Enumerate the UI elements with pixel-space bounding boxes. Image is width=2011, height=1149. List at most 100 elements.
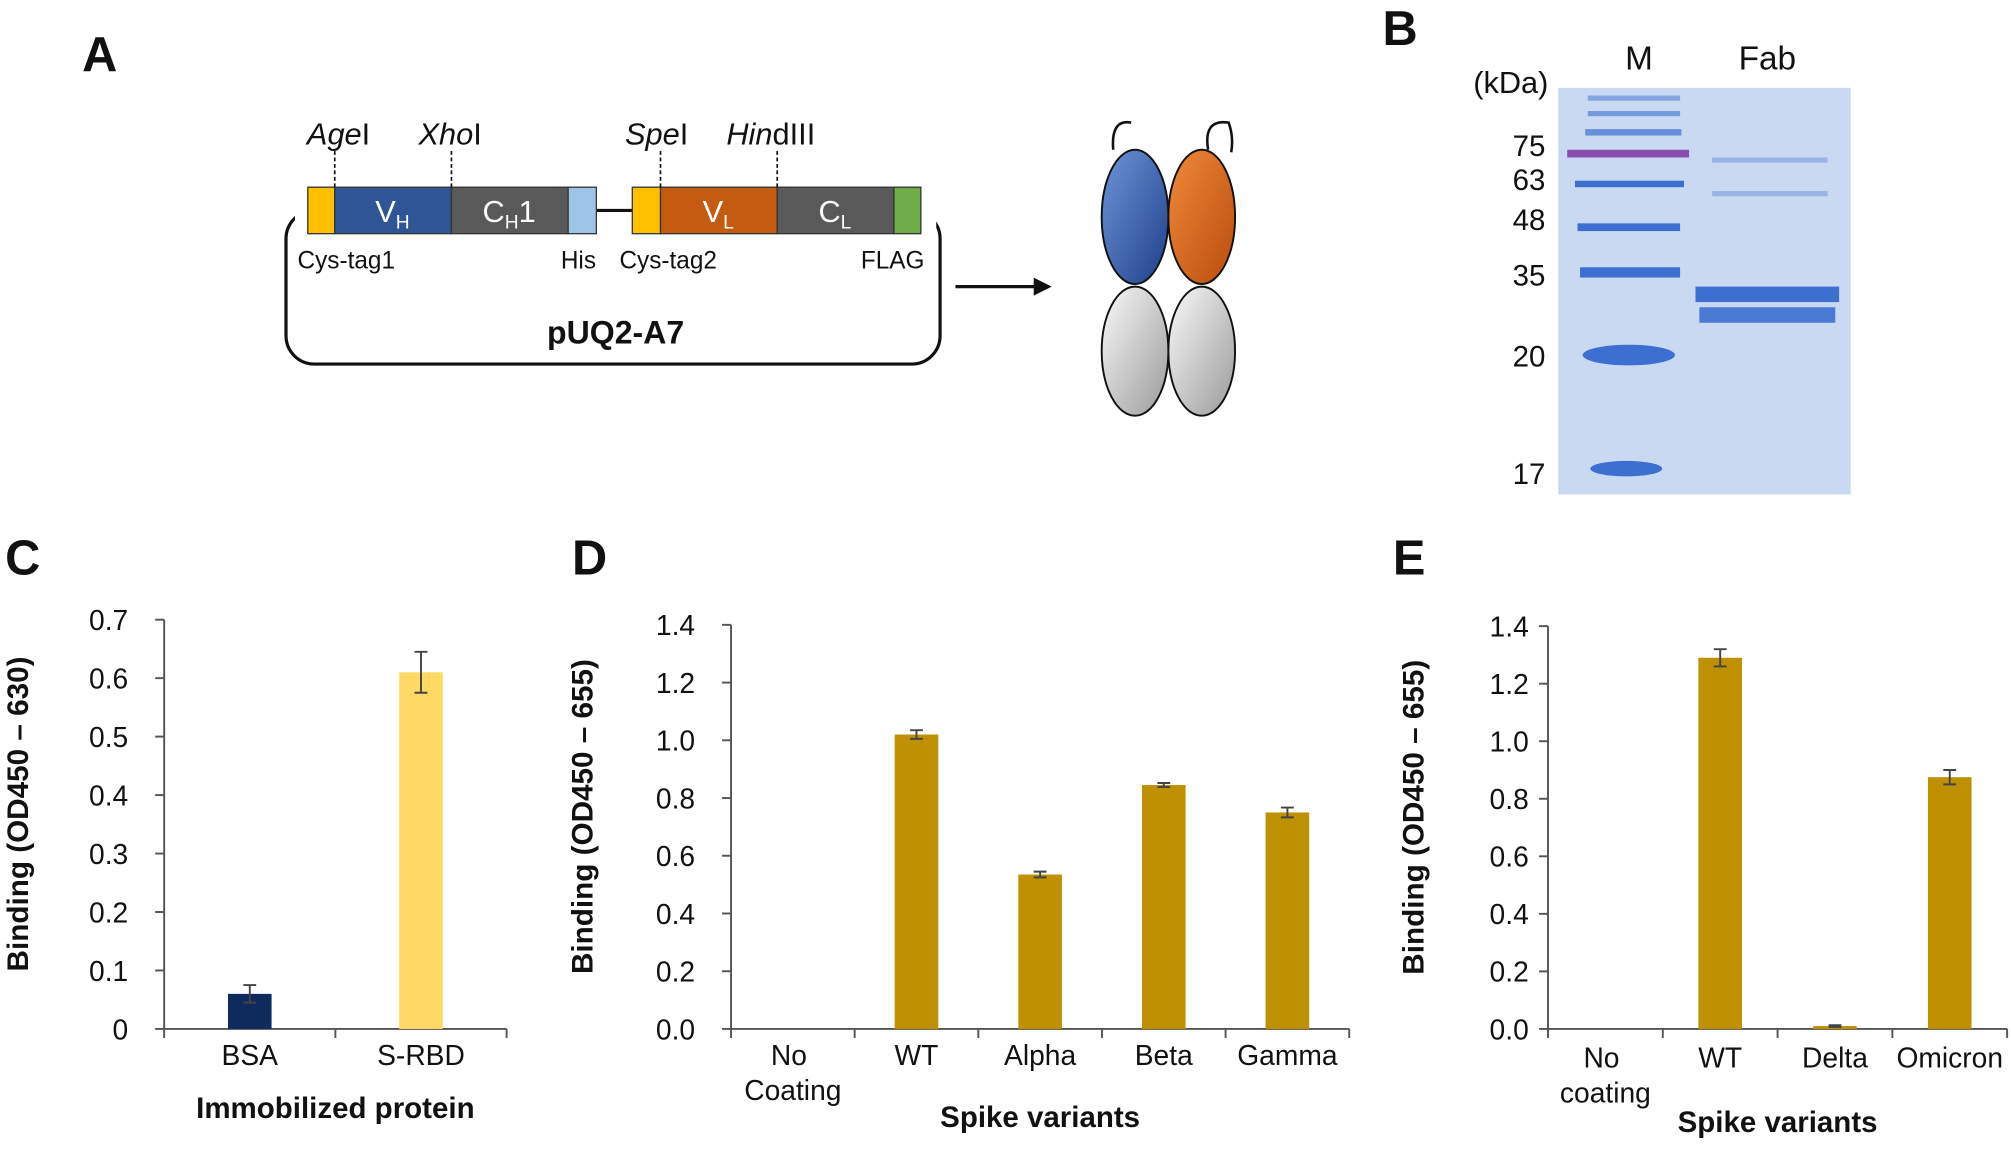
construct-diagram: AgeI XhoI SpeI HindIII VH CH1 VL CL Cys-… bbox=[284, 117, 1237, 417]
hinge bbox=[1111, 120, 1132, 150]
y-axis-label: Binding (OD450 – 630) bbox=[2, 656, 35, 971]
y-tick-label: 0.3 bbox=[89, 838, 128, 870]
y-tick-label: 1.0 bbox=[656, 725, 695, 757]
y-tick-label: 0.7 bbox=[89, 604, 128, 636]
panel-label: C bbox=[5, 531, 40, 585]
x-tick-label: S-RBD bbox=[377, 1039, 465, 1071]
marker-label: 48 bbox=[1513, 204, 1546, 237]
site-label: SpeI bbox=[625, 117, 688, 152]
band bbox=[1577, 223, 1681, 232]
panel-label: E bbox=[1393, 531, 1426, 585]
y-tick-label: 0.8 bbox=[656, 782, 695, 814]
marker-label: 63 bbox=[1513, 164, 1546, 197]
y-tick-label: 0.5 bbox=[89, 721, 128, 753]
y-tick-label: 0.6 bbox=[1490, 841, 1529, 873]
x-axis-label: Spike variants bbox=[1678, 1106, 1878, 1139]
bar bbox=[894, 734, 939, 1029]
band bbox=[1585, 129, 1682, 136]
his-tag bbox=[567, 186, 598, 235]
bar bbox=[1018, 874, 1062, 1029]
unit-label: (kDa) bbox=[1473, 65, 1548, 100]
x-tick-label: WT bbox=[895, 1039, 939, 1071]
arrow-head bbox=[1033, 277, 1052, 296]
bar bbox=[1265, 812, 1310, 1029]
error-bar bbox=[243, 984, 257, 1004]
y-tick-label: 0.4 bbox=[1490, 898, 1529, 930]
y-tick-label: 0.6 bbox=[89, 662, 128, 694]
x-axis-label: Spike variants bbox=[940, 1101, 1140, 1134]
bar bbox=[1698, 657, 1742, 1029]
error-bar bbox=[414, 650, 428, 694]
band bbox=[1587, 111, 1681, 117]
segment-label: CH1 bbox=[483, 194, 536, 234]
panel-label: B bbox=[1383, 2, 1418, 56]
y-tick-label: 0 bbox=[113, 1013, 129, 1045]
fab-cartoon bbox=[1100, 120, 1237, 417]
y-tick-label: 0.4 bbox=[89, 779, 128, 811]
error-bar bbox=[1828, 1024, 1842, 1028]
band bbox=[1590, 460, 1663, 477]
gel: (kDa) M Fab 75 63 48 35 20 17 bbox=[1473, 41, 1851, 495]
y-tick-label: 0.0 bbox=[1490, 1013, 1529, 1045]
site-label: XhoI bbox=[418, 117, 482, 152]
y-tick-label: 1.4 bbox=[1490, 610, 1529, 642]
bar bbox=[1141, 785, 1186, 1029]
y-tick-label: 1.2 bbox=[1490, 668, 1529, 700]
marker-label: 75 bbox=[1513, 130, 1546, 163]
tag-label: FLAG bbox=[861, 247, 925, 274]
band bbox=[1567, 149, 1690, 158]
vh-segment bbox=[334, 186, 453, 235]
x-tick-label: Omicron bbox=[1896, 1042, 2003, 1074]
y-tick-label: 0.2 bbox=[89, 896, 128, 928]
y-tick-label: 0.2 bbox=[1490, 956, 1529, 988]
y-tick-label: 1.0 bbox=[1490, 725, 1529, 757]
lane-label: Fab bbox=[1739, 41, 1796, 78]
site-label: AgeI bbox=[305, 117, 370, 152]
tag-label: Cys-tag2 bbox=[619, 247, 716, 274]
y-tick-label: 1.2 bbox=[656, 667, 695, 699]
band bbox=[1574, 180, 1684, 188]
cl-domain bbox=[1167, 285, 1237, 417]
ch1-segment bbox=[450, 186, 569, 235]
error-bar bbox=[910, 729, 923, 740]
x-tick-label: Beta bbox=[1135, 1039, 1193, 1071]
cys-tag bbox=[307, 186, 336, 235]
y-tick-label: 0.1 bbox=[89, 955, 128, 987]
bar bbox=[1927, 777, 1972, 1029]
band bbox=[1582, 344, 1675, 366]
segment-label: VH bbox=[375, 194, 409, 234]
vl-domain bbox=[1167, 148, 1237, 285]
error-bar bbox=[1033, 870, 1047, 879]
band bbox=[1699, 307, 1836, 323]
band bbox=[1587, 95, 1681, 101]
tag-label: Cys-tag1 bbox=[298, 247, 395, 274]
marker-label: 20 bbox=[1513, 341, 1546, 374]
y-axis-label: Binding (OD450 – 655) bbox=[1398, 660, 1431, 975]
fab-lane bbox=[1695, 157, 1840, 323]
segment-label: CL bbox=[818, 194, 851, 234]
panel-label: D bbox=[572, 531, 607, 585]
y-tick-label: 1.4 bbox=[656, 609, 695, 641]
x-tick-label: Delta bbox=[1802, 1042, 1868, 1074]
cys-tag bbox=[631, 186, 662, 235]
marker-lane bbox=[1567, 95, 1690, 477]
site-label: HindIII bbox=[726, 117, 815, 152]
y-axis-label: Binding (OD450 – 655) bbox=[567, 659, 600, 974]
x-tick-label: Gamma bbox=[1237, 1039, 1338, 1071]
x-tick-label: No Coating bbox=[744, 1039, 841, 1106]
x-tick-label: WT bbox=[1698, 1042, 1742, 1074]
y-tick-label: 0.2 bbox=[656, 955, 695, 987]
y-tick-label: 0.0 bbox=[656, 1013, 695, 1045]
band bbox=[1695, 286, 1840, 303]
bar bbox=[399, 672, 443, 1029]
panel-label: A bbox=[82, 28, 117, 82]
y-tick-label: 0.8 bbox=[1490, 783, 1529, 815]
x-tick-label: No coating bbox=[1560, 1042, 1651, 1109]
error-bar bbox=[1280, 806, 1294, 819]
segment-label: VL bbox=[703, 194, 734, 234]
lane-label: M bbox=[1625, 41, 1653, 78]
x-tick-label: BSA bbox=[222, 1039, 279, 1071]
x-axis-label: Immobilized protein bbox=[196, 1092, 474, 1125]
error-bar bbox=[1157, 782, 1171, 789]
